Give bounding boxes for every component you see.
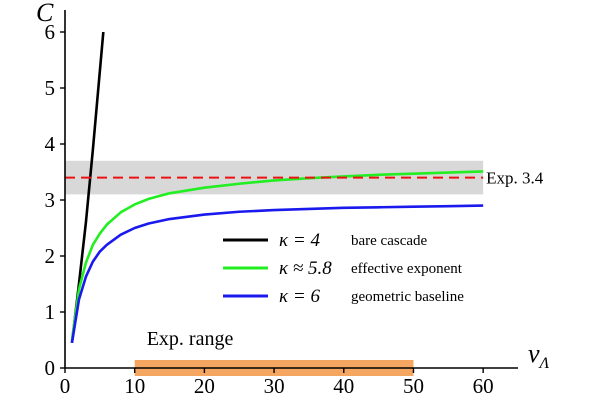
y-tick-label-1: 1 xyxy=(45,300,56,324)
y-tick-label-2: 2 xyxy=(45,244,56,268)
legend-kappa-6-description: geometric baseline xyxy=(351,289,464,305)
legend-kappa-5-8-symbol: κ ≈ 5.8 xyxy=(279,258,332,279)
y-tick-label-4: 4 xyxy=(45,132,56,156)
x-tick-label-40: 40 xyxy=(333,374,354,398)
y-tick-label-3: 3 xyxy=(45,188,56,212)
series-kappa-6-line xyxy=(70,204,484,344)
y-axis-title: C xyxy=(36,0,54,27)
x-tick-label-10: 10 xyxy=(124,374,145,398)
legend-kappa-4-symbol: κ = 4 xyxy=(279,230,320,251)
x-tick-label-60: 60 xyxy=(473,374,494,398)
legend-kappa-6-symbol: κ = 6 xyxy=(279,286,320,307)
x-axis-title: νΛ xyxy=(528,339,550,372)
y-tick-label-6: 6 xyxy=(45,20,56,44)
x-tick-label-50: 50 xyxy=(403,374,424,398)
legend-kappa-5-8-description: effective exponent xyxy=(351,261,463,277)
legend-kappa-4-description: bare cascade xyxy=(351,233,428,249)
y-tick-label-0: 0 xyxy=(45,356,56,380)
experiment-label: Exp. 3.4 xyxy=(486,169,544,188)
x-axis-title-subscript: Λ xyxy=(538,355,550,372)
series-kappa-5-8-line xyxy=(70,170,484,341)
x-tick-label-0: 0 xyxy=(60,374,71,398)
y-tick-label-5: 5 xyxy=(45,76,56,100)
exp-range-label: Exp. range xyxy=(147,328,234,350)
x-tick-label-20: 20 xyxy=(194,374,215,398)
x-axis-title-main: ν xyxy=(528,339,540,368)
x-tick-label-30: 30 xyxy=(264,374,285,398)
